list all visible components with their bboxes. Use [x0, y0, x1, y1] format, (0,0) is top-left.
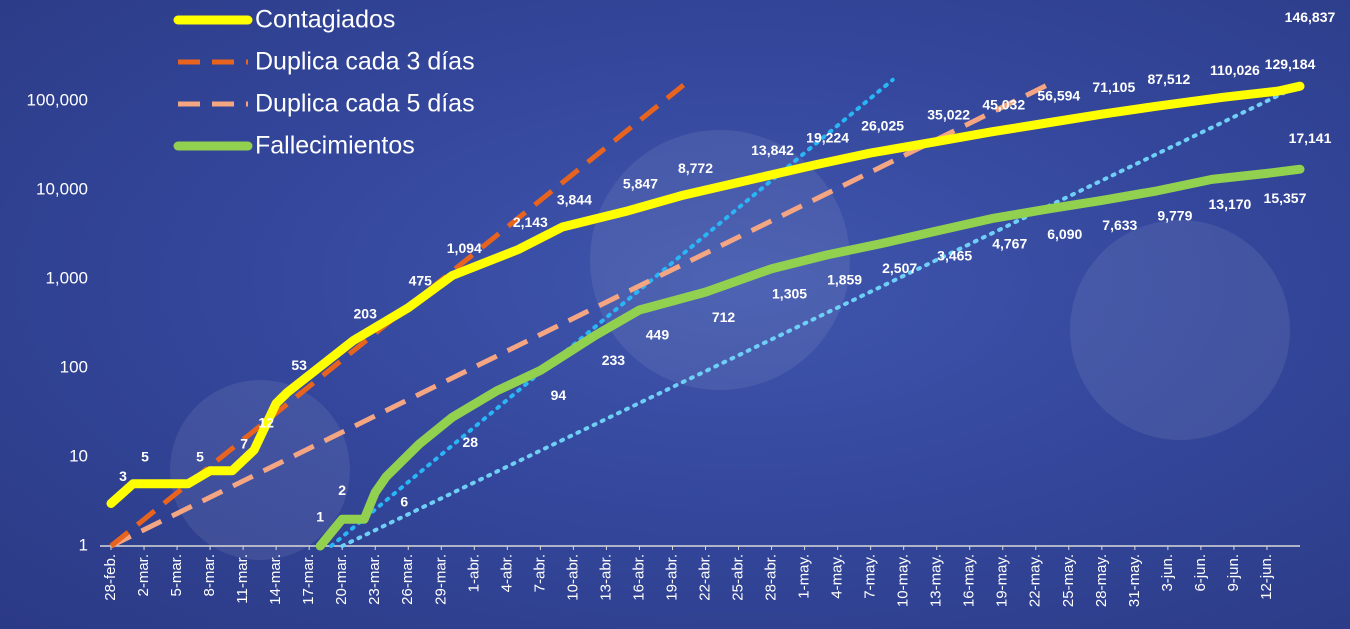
data-label: 110,026 [1210, 62, 1260, 78]
x-tick-label: 19-abr. [663, 554, 680, 601]
x-tick-label: 28-abr. [763, 554, 780, 601]
data-label: 1,859 [827, 272, 862, 288]
x-tick-label: 6-jun. [1192, 554, 1209, 592]
data-label: 3,465 [937, 248, 972, 264]
x-tick-label: 16-may. [961, 554, 978, 607]
data-label: 19,224 [806, 129, 849, 145]
data-label: 6 [400, 493, 408, 509]
data-label: 71,105 [1092, 79, 1135, 95]
x-tick-label: 20-mar. [333, 554, 350, 605]
x-tick-label: 7-may. [862, 554, 879, 599]
x-tick-label: 25-may. [1060, 554, 1077, 607]
x-tick-label: 25-abr. [729, 554, 746, 601]
x-tick-label: 17-mar. [300, 554, 317, 605]
x-tick-label: 23-mar. [366, 554, 383, 605]
data-label: 12 [258, 415, 274, 431]
y-tick-label: 10,000 [36, 179, 88, 198]
series-line [315, 164, 1305, 551]
x-tick-label: 28-may. [1093, 554, 1110, 607]
x-tick-label: 1-may. [796, 554, 813, 599]
x-tick-label: 16-abr. [630, 554, 647, 601]
y-tick-label: 1 [79, 535, 88, 554]
data-label: 7 [240, 435, 248, 451]
data-label: 26,025 [861, 118, 904, 134]
x-tick-label: 5-mar. [168, 554, 185, 597]
x-tick-label: 7-abr. [531, 554, 548, 592]
data-label: 17,141 [1289, 130, 1332, 146]
x-tick-label: 19-may. [994, 554, 1011, 607]
y-tick-label: 100 [60, 357, 88, 376]
y-tick-label: 1,000 [45, 268, 88, 287]
decor [170, 130, 1290, 560]
data-label: 5 [141, 448, 149, 464]
x-tick-label: 13-abr. [597, 554, 614, 601]
x-tick-label: 3-jun. [1159, 554, 1176, 592]
data-label: 712 [712, 309, 736, 325]
x-tick-label: 12-jun. [1258, 554, 1275, 600]
legend-label: Duplica cada 5 días [255, 90, 475, 118]
data-label: 3 [119, 468, 127, 484]
series-line [109, 83, 1048, 549]
x-tick-label: 1-abr. [465, 554, 482, 592]
data-label: 129,184 [1265, 56, 1316, 72]
data-label: 4,767 [992, 235, 1027, 251]
x-tick-label: 13-may. [928, 554, 945, 607]
data-label: 5 [196, 448, 204, 464]
x-tick-label: 10-abr. [564, 554, 581, 601]
legend-label: Duplica cada 3 días [255, 48, 475, 76]
data-label: 1,305 [772, 285, 807, 301]
data-label: 146,837 [1285, 9, 1336, 25]
data-label: 13,170 [1209, 196, 1252, 212]
data-label: 475 [409, 272, 433, 288]
x-tick-label: 31-may. [1126, 554, 1143, 607]
data-label: 1 [316, 509, 324, 525]
y-tick-label: 100,000 [27, 90, 88, 109]
data-label: 8,772 [678, 160, 713, 176]
x-tick-label: 4-abr. [498, 554, 515, 592]
x-tick-label: 11-mar. [234, 554, 251, 604]
y-tick-label: 10 [69, 446, 88, 465]
data-label: 2,143 [513, 214, 548, 230]
series-line [340, 83, 1302, 548]
data-label: 3,844 [557, 192, 592, 208]
data-label: 2,507 [882, 260, 917, 276]
x-tick-label: 22-may. [1027, 554, 1044, 607]
data-label: 15,357 [1264, 190, 1307, 206]
x-tick-label: 28-feb. [102, 554, 119, 601]
data-label: 6,090 [1047, 226, 1082, 242]
data-label: 2 [338, 482, 346, 498]
legend-label: Contagiados [255, 6, 395, 34]
x-tick-label: 10-may. [895, 554, 912, 607]
data-label: 56,594 [1037, 88, 1080, 104]
data-label: 53 [291, 357, 307, 373]
data-label: 9,779 [1157, 208, 1192, 224]
x-tick-label: 4-may. [829, 554, 846, 599]
data-label: 94 [551, 387, 567, 403]
x-tick-label: 9-jun. [1225, 554, 1242, 592]
data-label: 87,512 [1147, 71, 1190, 87]
data-label: 1,094 [447, 240, 482, 256]
data-label: 28 [463, 434, 479, 450]
data-label: 449 [646, 327, 670, 343]
data-label: 233 [602, 352, 626, 368]
data-label: 5,847 [623, 175, 658, 191]
legend-label: Fallecimientos [255, 132, 415, 160]
x-tick-label: 22-abr. [696, 554, 713, 601]
x-tick-label: 14-mar. [267, 554, 284, 605]
data-label: 45,032 [982, 97, 1025, 113]
data-label: 7,633 [1102, 217, 1137, 233]
x-tick-label: 29-mar. [432, 554, 449, 605]
data-label: 13,842 [751, 142, 794, 158]
data-label: 203 [354, 305, 378, 321]
x-tick-label: 8-mar. [201, 554, 218, 597]
x-tick-label: 26-mar. [399, 554, 416, 605]
data-label: 35,022 [927, 106, 970, 122]
x-tick-label: 2-mar. [135, 554, 152, 597]
series-line [106, 81, 1305, 508]
